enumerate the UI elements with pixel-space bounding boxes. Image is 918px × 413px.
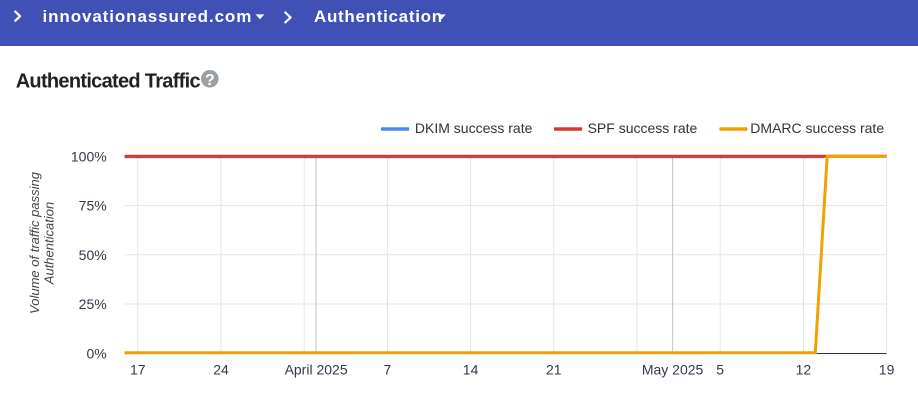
svg-text:21: 21 [546, 362, 562, 378]
svg-text:14: 14 [463, 362, 479, 378]
svg-text:5: 5 [716, 362, 724, 378]
svg-text:Authentication: Authentication [314, 7, 443, 26]
svg-text:0%: 0% [86, 345, 106, 361]
svg-text:100%: 100% [71, 148, 107, 164]
svg-text:24: 24 [213, 362, 229, 378]
svg-text:19: 19 [879, 362, 895, 378]
svg-text:12: 12 [796, 362, 812, 378]
svg-text:50%: 50% [79, 247, 107, 263]
svg-text:Authenticated Traffic: Authenticated Traffic [16, 71, 201, 93]
svg-text:DMARC success rate: DMARC success rate [750, 120, 884, 136]
svg-text:April 2025: April 2025 [285, 362, 348, 378]
svg-text:SPF success rate: SPF success rate [588, 120, 698, 136]
svg-text:?: ? [205, 72, 215, 89]
svg-text:75%: 75% [79, 198, 107, 214]
svg-text:17: 17 [130, 362, 146, 378]
svg-text:25%: 25% [79, 296, 107, 312]
svg-text:7: 7 [384, 362, 392, 378]
svg-text:DKIM success rate: DKIM success rate [415, 120, 533, 136]
svg-text:innovationassured.com: innovationassured.com [43, 7, 253, 26]
svg-text:May 2025: May 2025 [642, 362, 704, 378]
svg-text:Volume of traffic passing: Volume of traffic passing [27, 171, 42, 314]
svg-text:Authentication: Authentication [42, 202, 57, 285]
